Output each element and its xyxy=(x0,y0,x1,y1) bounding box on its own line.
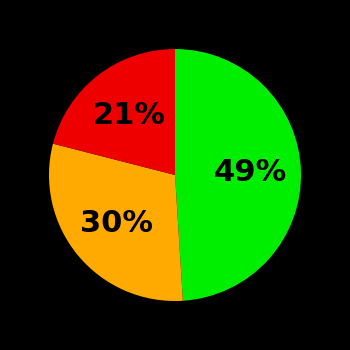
Wedge shape xyxy=(49,144,183,301)
Wedge shape xyxy=(53,49,175,175)
Text: 21%: 21% xyxy=(92,101,165,130)
Wedge shape xyxy=(175,49,301,301)
Text: 49%: 49% xyxy=(214,158,287,187)
Text: 30%: 30% xyxy=(80,209,153,238)
